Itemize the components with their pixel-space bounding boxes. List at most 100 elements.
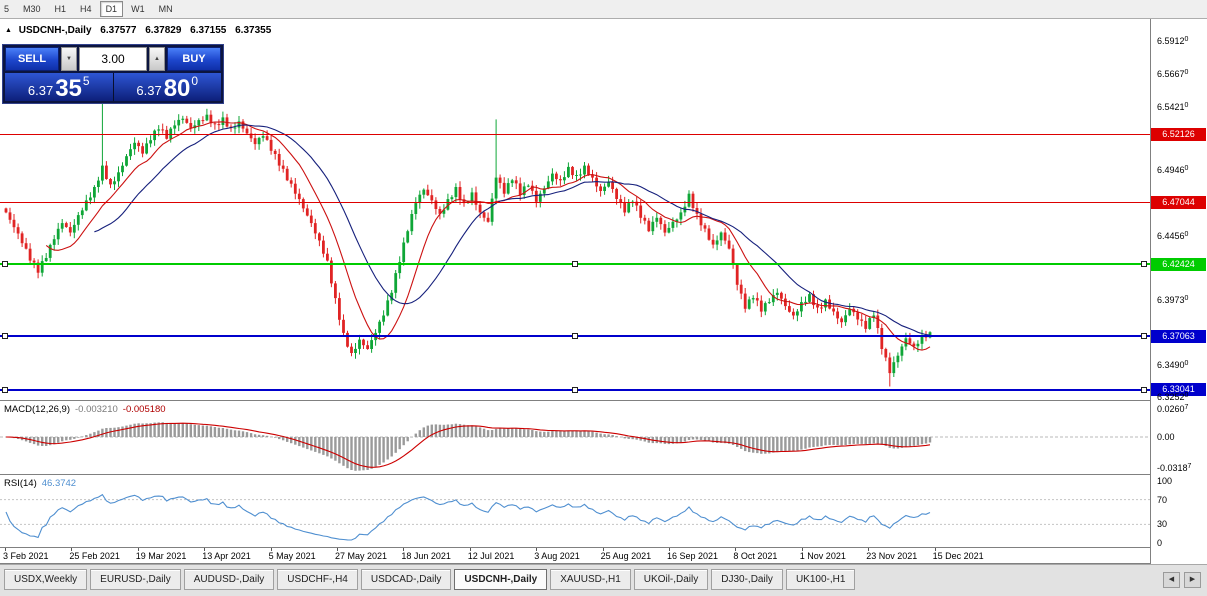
tab-ukoil-daily[interactable]: UKOil-,Daily bbox=[633, 569, 709, 590]
rsi-label: RSI(14) 46.3742 bbox=[4, 478, 76, 489]
macd-label: MACD(12,26,9) -0.003210 -0.005180 bbox=[4, 404, 166, 415]
volume-increment-button[interactable]: ▲ bbox=[149, 47, 165, 71]
collapse-trade-panel-icon[interactable]: ▲ bbox=[5, 27, 12, 34]
time-axis-tick bbox=[204, 548, 206, 551]
sell-price-display[interactable]: 6.37 35 5 bbox=[5, 73, 114, 101]
rsi-axis-label: 100 bbox=[1157, 476, 1173, 486]
tab-dj30-daily[interactable]: DJ30-,Daily bbox=[711, 569, 783, 590]
tabs-scroll-right-button[interactable]: ▶ bbox=[1184, 572, 1201, 588]
price-level-badge: 6.47044 bbox=[1151, 196, 1206, 209]
timeframe-button-w1[interactable]: W1 bbox=[131, 4, 145, 14]
time-axis-tick bbox=[137, 548, 139, 551]
macd-name: MACD(12,26,9) bbox=[4, 404, 70, 415]
time-axis-label: 1 Nov 2021 bbox=[799, 551, 846, 561]
tab-eurusd-daily[interactable]: EURUSD-,Daily bbox=[90, 569, 181, 590]
open-value: 6.37577 bbox=[100, 25, 137, 36]
time-axis-label: 19 Mar 2021 bbox=[135, 551, 187, 561]
time-axis-label: 27 May 2021 bbox=[335, 551, 388, 561]
line-handle[interactable] bbox=[572, 261, 578, 268]
price-scale-divider bbox=[1150, 19, 1151, 564]
rsi-indicator-canvas[interactable] bbox=[0, 475, 1150, 547]
tabs-scroll-left-button[interactable]: ◀ bbox=[1163, 572, 1180, 588]
panel-separator[interactable] bbox=[0, 474, 1207, 475]
tab-audusd-daily[interactable]: AUDUSD-,Daily bbox=[183, 569, 275, 590]
rsi-name: RSI(14) bbox=[4, 478, 37, 489]
one-click-trading-panel: SELL ▼ ▲ BUY 6.37 35 5 6.37 80 0 bbox=[2, 44, 224, 104]
tab-uk100-h1[interactable]: UK100-,H1 bbox=[785, 569, 856, 590]
line-handle[interactable] bbox=[1141, 386, 1147, 393]
macd-axis-label: 0.02607 bbox=[1157, 404, 1189, 414]
macd-indicator-canvas[interactable] bbox=[0, 401, 1150, 474]
time-axis-tick bbox=[403, 548, 405, 551]
price-level-badge: 6.52126 bbox=[1151, 127, 1206, 141]
time-axis-tick bbox=[934, 548, 936, 551]
tab-usdx-weekly[interactable]: USDX,Weekly bbox=[4, 569, 88, 590]
panel-separator bbox=[0, 547, 1207, 548]
timeframe-button-m30[interactable]: M30 bbox=[23, 4, 41, 14]
time-axis-tick bbox=[270, 548, 272, 551]
volume-decrement-button[interactable]: ▼ bbox=[61, 47, 77, 71]
line-handle[interactable] bbox=[572, 386, 578, 393]
time-axis[interactable]: 3 Feb 2021 25 Feb 2021 19 Mar 2021 13 Apr 2… bbox=[0, 548, 1150, 563]
panel-separator[interactable] bbox=[0, 400, 1207, 401]
line-handle[interactable] bbox=[1141, 261, 1147, 268]
timeframe-button-h1[interactable]: H1 bbox=[54, 4, 67, 14]
horizontal-line-6.52126[interactable] bbox=[0, 133, 1150, 135]
tab-usdcad-daily[interactable]: USDCAD-,Daily bbox=[360, 569, 452, 590]
time-axis-label: 25 Aug 2021 bbox=[600, 551, 652, 561]
price-scale-label: 6.32520 bbox=[1157, 391, 1189, 402]
time-axis-label: 25 Feb 2021 bbox=[69, 551, 120, 561]
timeframe-button-mn[interactable]: MN bbox=[158, 4, 173, 14]
sell-button[interactable]: SELL bbox=[5, 47, 59, 71]
tab-usdcnh-daily[interactable]: USDCNH-,Daily bbox=[454, 569, 548, 590]
line-handle[interactable] bbox=[2, 261, 8, 268]
tab-usdchf-h4[interactable]: USDCHF-,H4 bbox=[277, 569, 358, 590]
chart-tabs-bar: USDX,Weekly EURUSD-,Daily AUDUSD-,Daily USD… bbox=[0, 564, 1207, 596]
time-axis-tick bbox=[669, 548, 670, 551]
tab-xauusd-h1[interactable]: XAUUSD-,H1 bbox=[550, 569, 631, 590]
macd-axis-label: 0.00 bbox=[1157, 432, 1175, 442]
timeframe-button-5[interactable]: 5 bbox=[4, 4, 10, 14]
time-axis-label: 8 Oct 2021 bbox=[733, 551, 778, 561]
buy-price-big-digits: 80 bbox=[163, 75, 191, 102]
line-handle[interactable] bbox=[1141, 333, 1147, 340]
volume-input[interactable] bbox=[79, 47, 147, 71]
price-scale-label: 6.49460 bbox=[1157, 165, 1189, 176]
time-axis-tick bbox=[337, 548, 338, 551]
symbol-title: USDCNH-,Daily bbox=[18, 25, 92, 36]
price-level-badge: 6.37063 bbox=[1151, 329, 1206, 343]
price-level-badge: 6.42424 bbox=[1151, 257, 1206, 271]
price-level-badge: 6.33041 bbox=[1151, 383, 1206, 397]
buy-price-prefix: 6.37 bbox=[136, 83, 162, 98]
time-axis-label: 12 Jul 2021 bbox=[467, 551, 515, 561]
chart-title: ▲ USDCNH-,Daily 6.37577 6.37829 6.37155 … bbox=[5, 25, 271, 36]
chart-bottom-border bbox=[0, 563, 1207, 564]
buy-button[interactable]: BUY bbox=[167, 47, 221, 71]
rsi-value: 46.3742 bbox=[41, 478, 77, 489]
macd-signal-value: -0.005180 bbox=[122, 404, 166, 415]
time-axis-label: 16 Sep 2021 bbox=[667, 551, 719, 561]
time-axis-label: 15 Dec 2021 bbox=[932, 551, 984, 561]
rsi-axis-label: 70 bbox=[1157, 494, 1168, 505]
time-axis-label: 5 May 2021 bbox=[268, 551, 316, 561]
line-handle[interactable] bbox=[572, 333, 578, 340]
price-scale-label: 6.56670 bbox=[1157, 68, 1189, 79]
timeframe-button-h4[interactable]: H4 bbox=[80, 4, 92, 14]
buy-price-pipette: 0 bbox=[191, 74, 199, 88]
time-axis-label: 3 Aug 2021 bbox=[534, 551, 580, 561]
time-axis-label: 3 Feb 2021 bbox=[3, 551, 49, 561]
horizontal-line-6.47044[interactable] bbox=[0, 202, 1150, 203]
time-axis-tick bbox=[868, 548, 870, 551]
line-handle[interactable] bbox=[2, 386, 8, 393]
timeframe-toolbar: 5 M30 H1 H4 D1 W1 MN bbox=[0, 0, 1207, 19]
price-scale-label: 6.34900 bbox=[1157, 360, 1189, 371]
sell-price-big-digits: 35 bbox=[55, 75, 82, 102]
timeframe-button-d1[interactable]: D1 bbox=[99, 1, 124, 17]
time-axis-label: 13 Apr 2021 bbox=[202, 551, 251, 561]
buy-price-display[interactable]: 6.37 80 0 bbox=[113, 73, 221, 102]
low-value: 6.37155 bbox=[190, 25, 227, 36]
price-scale[interactable]: 6.52126 6.47044 6.42424 6.37063 6.33041 6.591… bbox=[1151, 19, 1207, 564]
rsi-axis-label: 0 bbox=[1157, 538, 1163, 548]
line-handle[interactable] bbox=[2, 333, 8, 340]
